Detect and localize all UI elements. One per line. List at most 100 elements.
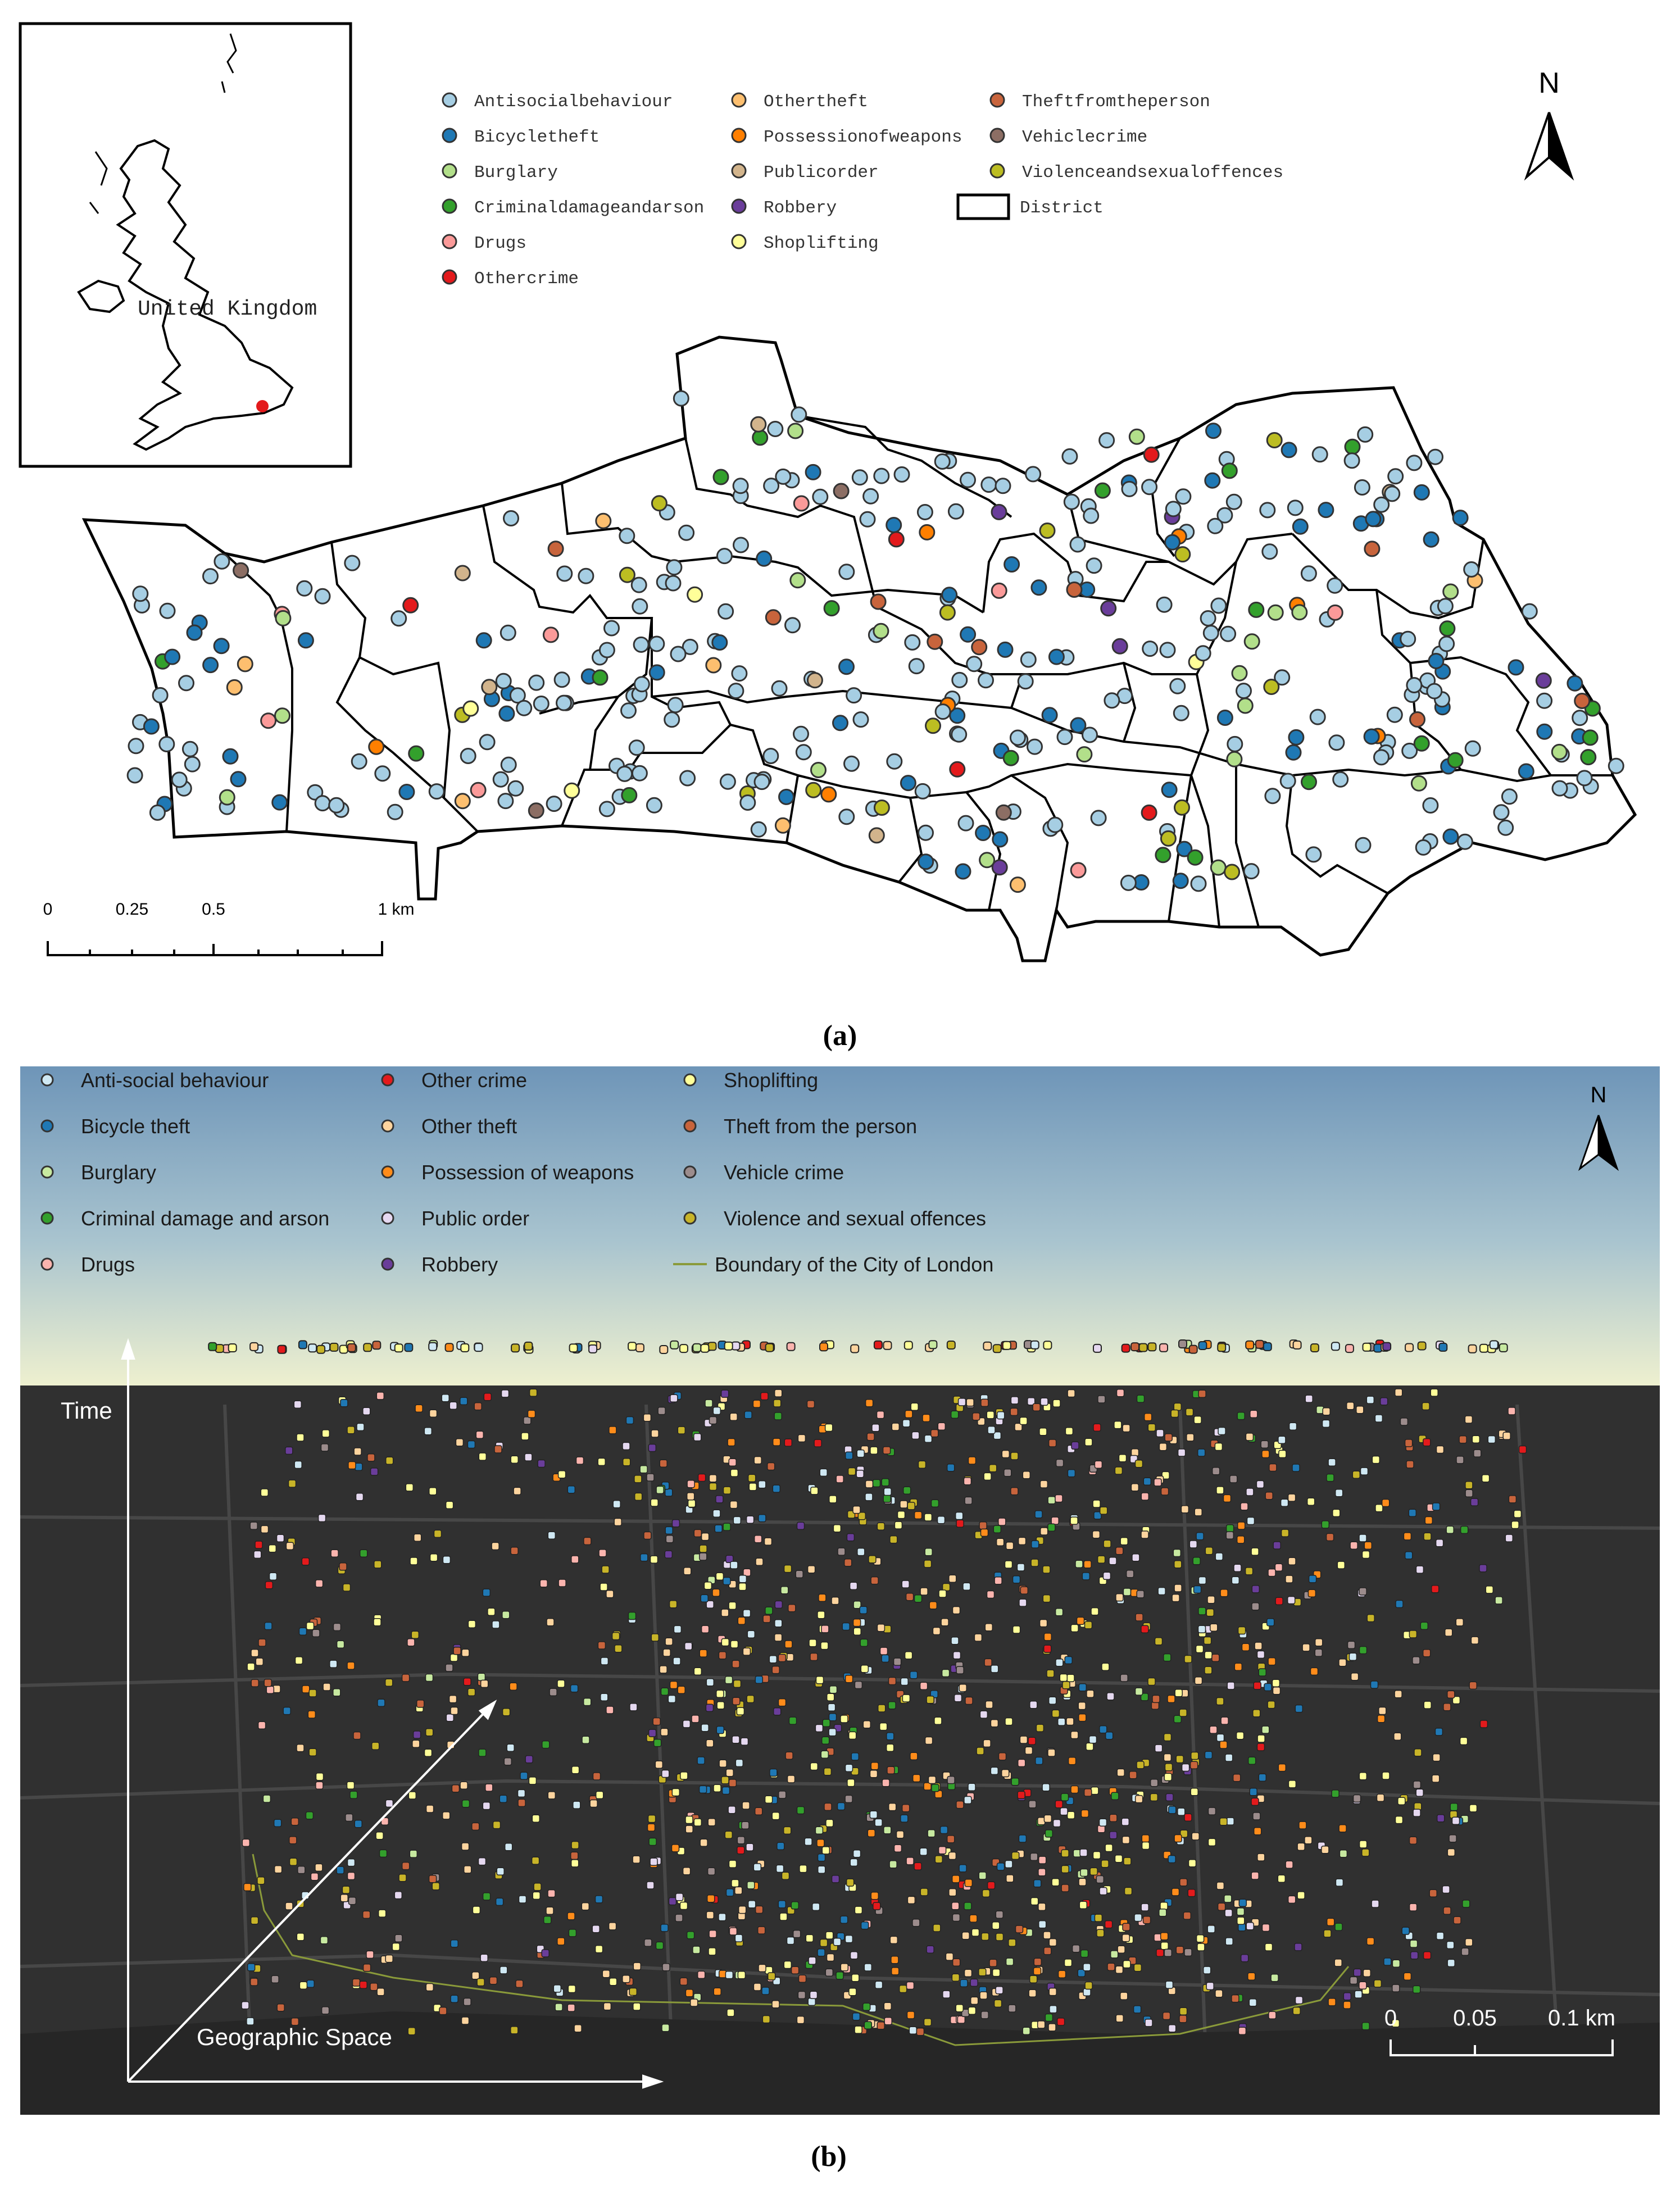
crime-point	[504, 1843, 513, 1851]
crime-point	[873, 1340, 883, 1350]
crime-point	[1363, 728, 1380, 745]
crime-point	[1091, 1607, 1099, 1616]
crime-point	[1372, 1455, 1381, 1464]
crime-point	[904, 1651, 913, 1660]
crime-point	[804, 1837, 812, 1846]
crime-point	[693, 1818, 702, 1827]
crime-point	[340, 1893, 348, 1902]
crime-point	[1008, 1938, 1016, 1947]
crime-point	[1465, 1489, 1473, 1498]
crime-point	[888, 1701, 896, 1710]
crime-point	[1505, 1534, 1514, 1542]
crime-point	[1273, 1541, 1281, 1550]
crime-point	[306, 1621, 315, 1630]
crime-point	[1436, 1445, 1445, 1454]
crime-point	[276, 1534, 285, 1543]
crime-point	[1152, 1695, 1160, 1704]
crime-point	[1096, 1875, 1105, 1884]
crime-point	[315, 1863, 323, 1872]
crime-point	[1263, 1342, 1272, 1351]
crime-point	[851, 1974, 860, 1982]
crime-point	[489, 1976, 498, 1985]
legend-b-label: Other crime	[421, 1069, 527, 1092]
crime-point	[1204, 472, 1221, 489]
crime-point	[1061, 1884, 1069, 1892]
crime-point	[249, 1521, 258, 1530]
crime-point	[333, 1623, 342, 1632]
crime-point	[1030, 579, 1047, 596]
crime-point	[132, 585, 149, 602]
crime-point	[1052, 1399, 1061, 1407]
crime-point	[1287, 499, 1304, 516]
crime-point	[951, 1636, 959, 1645]
crime-point	[1193, 1585, 1202, 1594]
crime-point	[499, 1795, 507, 1803]
crime-point	[614, 1518, 622, 1527]
crime-point	[1141, 479, 1158, 496]
legend-a-swatch	[731, 92, 747, 108]
crime-point	[1176, 841, 1193, 857]
crime-point	[511, 1343, 520, 1353]
crime-point	[955, 2004, 964, 2013]
crime-point	[746, 1515, 755, 1524]
crime-point	[567, 1912, 575, 1920]
crime-point	[1100, 600, 1117, 617]
crime-point	[1168, 1806, 1177, 1814]
crime-point	[732, 478, 749, 494]
crime-point	[797, 1991, 806, 2000]
crime-point	[1114, 1854, 1123, 1863]
crime-point	[1122, 1923, 1130, 1932]
crime-point	[1205, 423, 1222, 439]
crime-point	[1124, 1887, 1133, 1896]
crime-point	[635, 1343, 644, 1352]
crime-point	[274, 707, 290, 724]
crime-point	[296, 1933, 305, 1941]
crime-point	[1375, 1503, 1383, 1512]
crime-point	[1184, 1655, 1192, 1664]
crime-point	[510, 1455, 519, 1464]
crime-point	[407, 2027, 416, 2036]
crime-point	[1027, 738, 1043, 755]
legend-b-label: Burglary	[81, 1161, 156, 1184]
legend-b-swatch	[381, 1073, 394, 1087]
crime-point	[625, 1416, 634, 1425]
crime-point	[1143, 1477, 1152, 1486]
legend-b-label: Public order	[421, 1207, 529, 1230]
crime-point	[699, 1552, 707, 1561]
crime-point	[902, 1486, 911, 1494]
crime-point	[1224, 1754, 1233, 1762]
crime-point	[992, 1968, 1001, 1977]
crime-point	[671, 1844, 680, 1852]
crime-point	[260, 1525, 269, 1534]
crime-point	[1355, 837, 1372, 853]
crime-point	[1254, 1642, 1263, 1650]
crime-point	[889, 1860, 897, 1869]
crime-point	[1172, 1593, 1180, 1602]
crime-point	[941, 587, 958, 603]
crime-point	[783, 1960, 792, 1969]
crime-point	[1043, 1633, 1052, 1641]
crime-point	[655, 1941, 664, 1950]
crime-point	[774, 817, 791, 834]
crime-point	[1016, 1563, 1025, 1571]
crime-point	[149, 804, 166, 821]
crime-point	[1171, 1888, 1180, 1896]
crime-point	[955, 1511, 964, 1520]
crime-point	[184, 756, 201, 773]
crime-point	[941, 1669, 950, 1678]
crime-point	[990, 1719, 999, 1728]
crime-point	[1156, 596, 1173, 613]
legend-a-swatch	[989, 128, 1005, 143]
crime-point	[705, 657, 722, 674]
crime-point	[909, 1670, 918, 1679]
crime-point	[677, 1426, 686, 1434]
crime-point	[1207, 517, 1224, 534]
crime-point	[1206, 1982, 1214, 1991]
crime-point	[925, 717, 941, 734]
crime-point	[375, 1831, 384, 1840]
crime-point	[1135, 1613, 1143, 1621]
crime-point	[1359, 1840, 1368, 1848]
crime-point	[924, 1736, 933, 1745]
crime-point	[1572, 710, 1588, 726]
crime-point	[877, 1522, 886, 1530]
